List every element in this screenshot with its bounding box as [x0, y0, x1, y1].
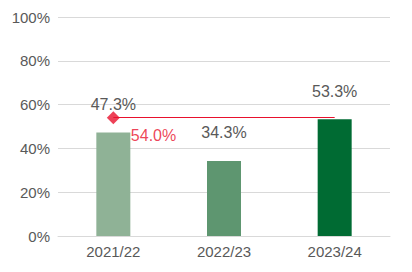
- svg-text:0%: 0%: [28, 228, 50, 245]
- svg-text:54.0%: 54.0%: [131, 127, 176, 144]
- svg-text:2023/24: 2023/24: [308, 243, 362, 260]
- svg-text:2021/22: 2021/22: [86, 243, 140, 260]
- svg-text:60%: 60%: [20, 96, 50, 113]
- svg-text:40%: 40%: [20, 140, 50, 157]
- svg-text:34.3%: 34.3%: [201, 124, 246, 141]
- svg-text:100%: 100%: [12, 9, 50, 26]
- svg-text:53.3%: 53.3%: [312, 83, 357, 100]
- svg-text:20%: 20%: [20, 184, 50, 201]
- svg-text:80%: 80%: [20, 52, 50, 69]
- svg-text:2022/23: 2022/23: [197, 243, 251, 260]
- svg-text:47.3%: 47.3%: [91, 96, 136, 113]
